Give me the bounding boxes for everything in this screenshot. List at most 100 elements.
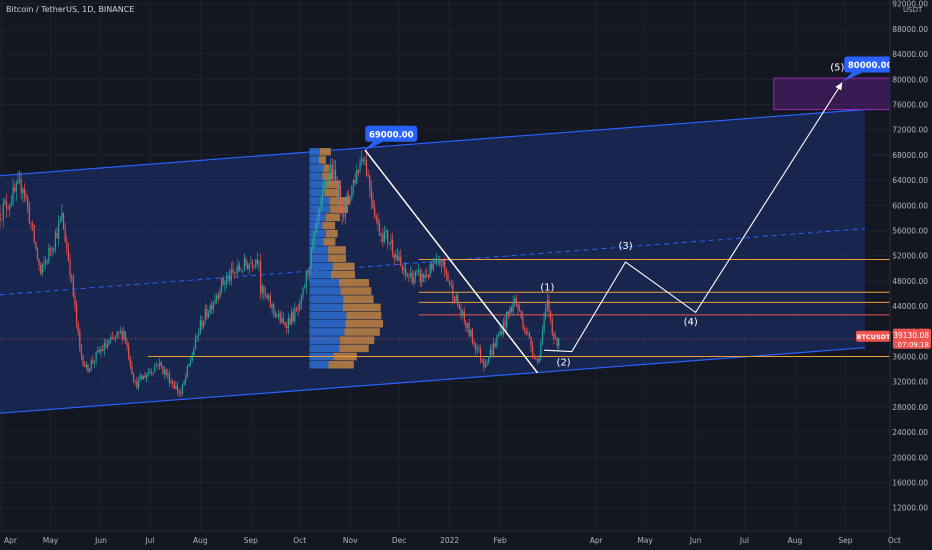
candle-body bbox=[45, 261, 47, 264]
candle-body bbox=[382, 234, 384, 242]
candle-body bbox=[339, 186, 342, 208]
candle-body bbox=[219, 292, 221, 298]
candle-body bbox=[300, 295, 302, 304]
candle-body bbox=[501, 331, 503, 335]
candle-body bbox=[38, 259, 40, 266]
candle-body bbox=[64, 229, 66, 242]
candle-body bbox=[196, 335, 198, 337]
volume-profile-bar-up bbox=[309, 360, 329, 369]
price-axis-tick-label: 72000.00 bbox=[892, 126, 928, 135]
price-axis-tick-label: 84000.00 bbox=[892, 50, 928, 59]
volume-profile-bar-down bbox=[322, 221, 336, 230]
volume-profile-bar-down bbox=[325, 180, 341, 189]
time-axis-tick-label: Jun bbox=[94, 536, 107, 545]
candle-body bbox=[466, 322, 469, 328]
candle-body bbox=[365, 159, 368, 176]
candle-body bbox=[492, 343, 495, 355]
candle-body bbox=[533, 354, 535, 359]
candle-body bbox=[111, 336, 114, 339]
target-price-callout: 80000.00 bbox=[842, 56, 890, 82]
candle-body bbox=[405, 268, 407, 274]
candle-body bbox=[408, 275, 410, 277]
candle-body bbox=[36, 248, 39, 260]
volume-profile-bar-up bbox=[309, 287, 341, 295]
candle-body bbox=[447, 274, 449, 282]
candle-body bbox=[53, 247, 55, 251]
candle-body bbox=[85, 364, 87, 367]
candle-body bbox=[58, 221, 60, 239]
candles bbox=[0, 149, 560, 398]
candle-body bbox=[243, 258, 245, 271]
candle-body bbox=[514, 298, 516, 302]
candle-body bbox=[450, 283, 452, 285]
symbol-tag-text: BTCUSDT bbox=[857, 333, 892, 341]
volume-profile-bar-down bbox=[343, 295, 374, 303]
price-axis-tick-label: 92000.00 bbox=[892, 0, 928, 9]
candle-body bbox=[328, 176, 330, 182]
candle-body bbox=[126, 341, 128, 347]
candle-body bbox=[478, 348, 480, 350]
candle-body bbox=[310, 247, 312, 269]
candle-body bbox=[168, 373, 171, 384]
candle-body bbox=[302, 287, 304, 296]
volume-profile-bar-up bbox=[309, 270, 331, 279]
target-zone bbox=[773, 77, 890, 111]
candle-body bbox=[510, 308, 513, 312]
candle-body bbox=[475, 343, 477, 351]
candle-body bbox=[295, 308, 298, 310]
candle-body bbox=[23, 188, 26, 196]
time-axis-tick-label: Oct bbox=[888, 536, 901, 545]
candle-body bbox=[56, 232, 58, 239]
candle-body bbox=[411, 272, 413, 284]
candle-body bbox=[97, 350, 99, 352]
candle-body bbox=[341, 207, 343, 216]
volume-profile-bar-down bbox=[330, 270, 356, 279]
candle-body bbox=[413, 277, 415, 284]
price-axis-tick-label: 16000.00 bbox=[892, 479, 928, 488]
candle-body bbox=[536, 358, 539, 362]
candle-body bbox=[453, 299, 456, 303]
candle-body bbox=[437, 259, 439, 260]
candle-body bbox=[75, 304, 78, 323]
candle-body bbox=[385, 230, 387, 232]
time-axis-tick-label: Jul bbox=[739, 536, 749, 545]
candle-body bbox=[488, 356, 490, 363]
volume-profile-bar-up bbox=[309, 336, 340, 344]
candle-body bbox=[191, 355, 193, 361]
candle-body bbox=[367, 175, 369, 177]
candle-body bbox=[359, 161, 361, 173]
candle-body bbox=[82, 355, 84, 366]
candle-body bbox=[556, 337, 558, 347]
candle-body bbox=[250, 262, 252, 264]
price-axis-tick-label: 28000.00 bbox=[892, 403, 928, 412]
candle-body bbox=[72, 276, 74, 297]
candle-body bbox=[201, 320, 203, 327]
candle-body bbox=[139, 375, 141, 379]
candle-body bbox=[476, 349, 478, 351]
time-axis-bg bbox=[0, 531, 932, 550]
candle-body bbox=[12, 187, 14, 204]
price-axis-tick-label: 20000.00 bbox=[892, 453, 928, 462]
candle-body bbox=[157, 364, 159, 367]
candle-body bbox=[113, 338, 115, 340]
candle-body bbox=[274, 311, 276, 317]
candle-body bbox=[362, 159, 364, 162]
volume-profile-bar-up bbox=[309, 164, 324, 172]
elliott-wave-path bbox=[544, 82, 843, 353]
volume-profile-bar-up bbox=[309, 180, 326, 189]
candle-body bbox=[268, 296, 270, 299]
candle-body bbox=[416, 270, 418, 273]
candle-body bbox=[159, 361, 161, 367]
time-axis-tick-label: Jun bbox=[689, 536, 702, 545]
candle-body bbox=[435, 259, 438, 264]
candle-body bbox=[147, 372, 149, 375]
channel-upper-line bbox=[0, 108, 866, 177]
candle-body bbox=[440, 265, 443, 267]
candle-body bbox=[175, 385, 177, 389]
candle-body bbox=[308, 268, 311, 275]
candle-body bbox=[486, 362, 488, 364]
candle-body bbox=[434, 263, 436, 265]
price-axis-tick-label: 68000.00 bbox=[892, 151, 928, 160]
candle-body bbox=[33, 225, 35, 243]
